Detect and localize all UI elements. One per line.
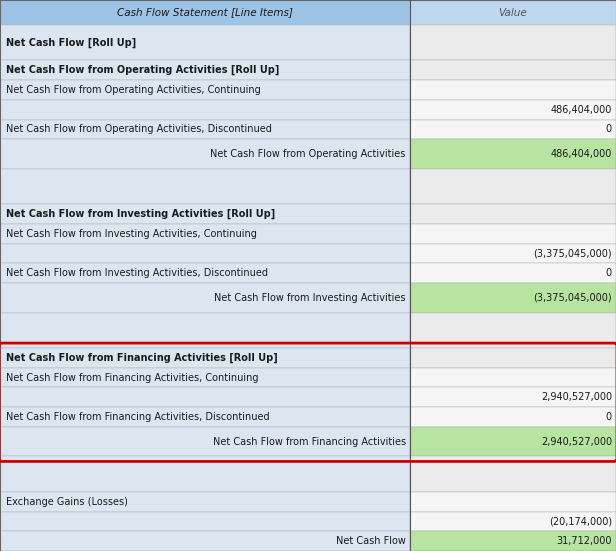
Bar (0, 263, 410, 283)
Bar (0, 25, 410, 61)
Bar (0, 100, 410, 120)
Text: 0: 0 (606, 412, 612, 422)
Text: 486,404,000: 486,404,000 (551, 149, 612, 159)
Text: Value: Value (498, 8, 527, 18)
Bar (0, 348, 410, 368)
Text: Net Cash Flow from Financing Activities: Net Cash Flow from Financing Activities (213, 436, 406, 447)
Text: Exchange Gains (Losses): Exchange Gains (Losses) (6, 497, 128, 507)
Bar (0, 61, 410, 80)
Text: Net Cash Flow from Operating Activities, Continuing: Net Cash Flow from Operating Activities,… (6, 85, 261, 95)
Bar (410, 312, 616, 348)
Bar (0, 492, 410, 511)
Text: 0: 0 (606, 268, 612, 278)
Bar (0, 80, 410, 100)
Text: (3,375,045,000): (3,375,045,000) (533, 249, 612, 258)
Text: Net Cash Flow from Investing Activities, Continuing: Net Cash Flow from Investing Activities,… (6, 229, 257, 239)
Bar (410, 531, 616, 551)
Bar (0, 387, 410, 407)
Text: Net Cash Flow from Operating Activities: Net Cash Flow from Operating Activities (210, 149, 406, 159)
Bar (0, 139, 410, 169)
Bar (410, 244, 616, 263)
Bar (410, 25, 616, 61)
Bar (410, 169, 616, 204)
Text: Cash Flow Statement [Line Items]: Cash Flow Statement [Line Items] (117, 8, 293, 18)
Text: Net Cash Flow from Financing Activities, Continuing: Net Cash Flow from Financing Activities,… (6, 372, 259, 382)
Text: Net Cash Flow from Investing Activities, Discontinued: Net Cash Flow from Investing Activities,… (6, 268, 268, 278)
Bar (0, 204, 410, 224)
Bar (0, 427, 410, 456)
Bar (410, 283, 616, 312)
Text: (20,174,000): (20,174,000) (549, 516, 612, 526)
Bar (410, 0, 616, 25)
Bar (0, 244, 410, 263)
Text: Net Cash Flow: Net Cash Flow (336, 536, 406, 546)
Text: 0: 0 (606, 125, 612, 134)
Text: Net Cash Flow from Operating Activities, Discontinued: Net Cash Flow from Operating Activities,… (6, 125, 272, 134)
Bar (410, 80, 616, 100)
Bar (410, 120, 616, 139)
Bar (0, 120, 410, 139)
Bar (0, 456, 410, 492)
Text: Net Cash Flow from Financing Activities [Roll Up]: Net Cash Flow from Financing Activities … (6, 353, 278, 363)
Text: 2,940,527,000: 2,940,527,000 (541, 436, 612, 447)
Bar (410, 348, 616, 368)
Text: Net Cash Flow from Investing Activities: Net Cash Flow from Investing Activities (214, 293, 406, 303)
Bar (410, 139, 616, 169)
Text: 486,404,000: 486,404,000 (551, 105, 612, 115)
Bar (0, 169, 410, 204)
Bar (410, 100, 616, 120)
Bar (0, 224, 410, 244)
Bar (410, 511, 616, 531)
Text: Net Cash Flow [Roll Up]: Net Cash Flow [Roll Up] (6, 37, 136, 48)
Bar (0, 511, 410, 531)
Bar (410, 427, 616, 456)
Bar (0, 283, 410, 312)
Bar (410, 204, 616, 224)
Text: (3,375,045,000): (3,375,045,000) (533, 293, 612, 303)
Text: Net Cash Flow from Financing Activities, Discontinued: Net Cash Flow from Financing Activities,… (6, 412, 270, 422)
Bar (410, 407, 616, 427)
Bar (410, 387, 616, 407)
Bar (410, 224, 616, 244)
Bar (0, 531, 410, 551)
Bar (410, 456, 616, 492)
Bar (0, 407, 410, 427)
Bar (0, 312, 410, 348)
Text: Net Cash Flow from Operating Activities [Roll Up]: Net Cash Flow from Operating Activities … (6, 65, 280, 75)
Text: 31,712,000: 31,712,000 (556, 536, 612, 546)
Bar (0, 0, 410, 25)
Bar (410, 492, 616, 511)
Bar (410, 263, 616, 283)
Text: 2,940,527,000: 2,940,527,000 (541, 392, 612, 402)
Bar (410, 368, 616, 387)
Bar (0, 368, 410, 387)
Bar (410, 61, 616, 80)
Text: Net Cash Flow from Investing Activities [Roll Up]: Net Cash Flow from Investing Activities … (6, 209, 275, 219)
